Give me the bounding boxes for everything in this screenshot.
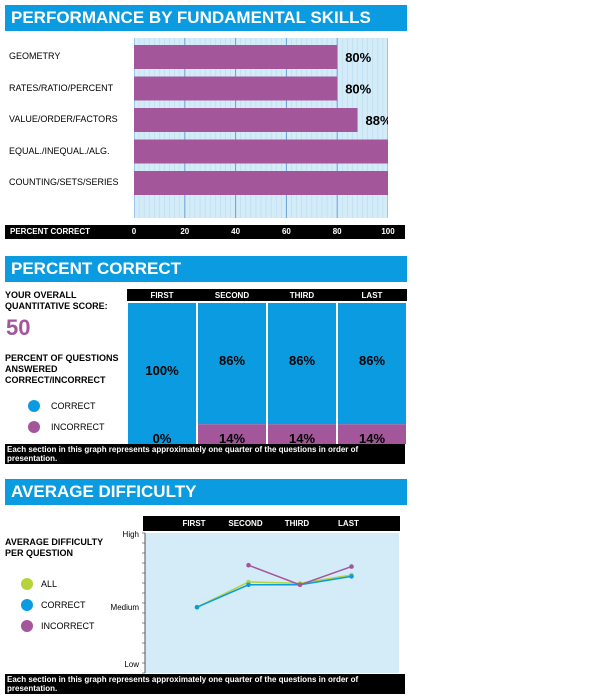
incorrect-bar (198, 424, 266, 444)
incorrect-bar (338, 424, 406, 444)
bar-value-label: 88% (366, 113, 388, 128)
bar-value-label: 80% (345, 50, 371, 65)
y-level-label: Low (124, 660, 139, 669)
column-header-label: SECOND (215, 291, 249, 300)
line-correct (196, 575, 352, 608)
skills-bar-chart: 80%80%88%100%100% (134, 38, 388, 218)
difficulty-line-chart: FIRST SECOND THIRD LAST Low Medium High (111, 516, 400, 674)
column-header-label: FIRST (150, 291, 173, 300)
legend-label: CORRECT (41, 600, 86, 610)
skills-axis-bar: PERCENT CORRECT 0 20 40 60 80 100 (5, 225, 405, 239)
legend-marker-incorrect (28, 421, 40, 433)
bar (134, 139, 388, 164)
line-all (196, 574, 352, 608)
y-level-label: Medium (111, 603, 140, 612)
legend-marker-incorrect (21, 620, 33, 632)
x-tick-label: 80 (332, 227, 342, 236)
incorrect-bar (268, 424, 336, 444)
point-correct (246, 582, 251, 588)
correct-value-label: 86% (289, 353, 315, 368)
skill-label: EQUAL./INEQUAL./ALG. (9, 145, 110, 156)
bar-value-label: 80% (345, 82, 371, 97)
x-tick-label: 0 (131, 227, 137, 236)
section-difficulty-header: AVERAGE DIFFICULTY (5, 479, 407, 505)
legend-marker-correct (21, 599, 33, 611)
column-header-bar (127, 289, 407, 301)
column-header-bar (143, 516, 400, 531)
legend-label: INCORRECT (51, 422, 105, 432)
column-header-label: LAST (338, 519, 359, 528)
plot-background (145, 533, 399, 673)
section-skills-header: PERFORMANCE BY FUNDAMENTAL SKILLS (5, 5, 407, 31)
x-tick-label: 20 (180, 227, 190, 236)
point-incorrect (246, 562, 251, 568)
column-header-label: LAST (362, 291, 383, 300)
column-header-label: THIRD (285, 519, 310, 528)
difficulty-label: AVERAGE DIFFICULTY PER QUESTION (5, 537, 104, 558)
point-correct (194, 604, 200, 610)
correct-bar (198, 303, 266, 425)
correct-bar (338, 303, 406, 425)
column-header-label: SECOND (228, 519, 262, 528)
legend-label: ALL (41, 579, 58, 589)
overall-score-value: 50 (6, 315, 31, 340)
column-header-label: FIRST (182, 519, 205, 528)
x-tick-label: 100 (381, 227, 395, 236)
point-incorrect (349, 564, 354, 569)
section-percent-header: PERCENT CORRECT (5, 256, 407, 282)
legend-marker-correct (28, 400, 40, 412)
point-correct (349, 574, 354, 579)
incorrect-value-label: 14% (359, 431, 385, 444)
correct-value-label: 86% (219, 353, 245, 368)
incorrect-value-label: 14% (289, 431, 315, 444)
column-header-label: THIRD (290, 291, 315, 300)
correct-value-label: 86% (359, 353, 385, 368)
correct-value-label: 100% (145, 363, 179, 378)
overall-score-label: YOUR OVERALL QUANTITATIVE SCORE: (5, 290, 108, 311)
skills-axis-label: PERCENT CORRECT (10, 227, 91, 236)
incorrect-value-label: 14% (219, 431, 245, 444)
bar (134, 45, 338, 69)
legend-marker-all (21, 578, 33, 590)
point-incorrect (297, 582, 303, 588)
bar (134, 76, 338, 101)
legend-label: INCORRECT (41, 621, 95, 631)
skill-label: GEOMETRY (9, 51, 61, 61)
bar (134, 171, 388, 195)
y-level-label: High (123, 530, 139, 539)
skill-label: VALUE/ORDER/FACTORS (9, 114, 118, 124)
legend-label: CORRECT (51, 401, 96, 411)
x-tick-label: 60 (281, 227, 291, 236)
skill-label: COUNTING/SETS/SERIES (9, 177, 119, 187)
bar (134, 108, 358, 132)
correct-bar (128, 303, 196, 444)
difficulty-note: Each section in this graph represents ap… (5, 674, 405, 694)
questions-label: PERCENT OF QUESTIONS ANSWERED CORRECT/IN… (5, 353, 119, 385)
x-tick-label: 40 (231, 227, 241, 236)
percent-correct-chart: FIRST 100% 0% SECOND 86% 14% THIRD 86% 14% LAST 86… (127, 289, 407, 444)
correct-bar (268, 303, 336, 425)
incorrect-value-label: 0% (153, 431, 172, 444)
percent-note: Each section in this graph represents ap… (5, 444, 405, 464)
skill-label: RATES/RATIO/PERCENT (9, 82, 114, 93)
